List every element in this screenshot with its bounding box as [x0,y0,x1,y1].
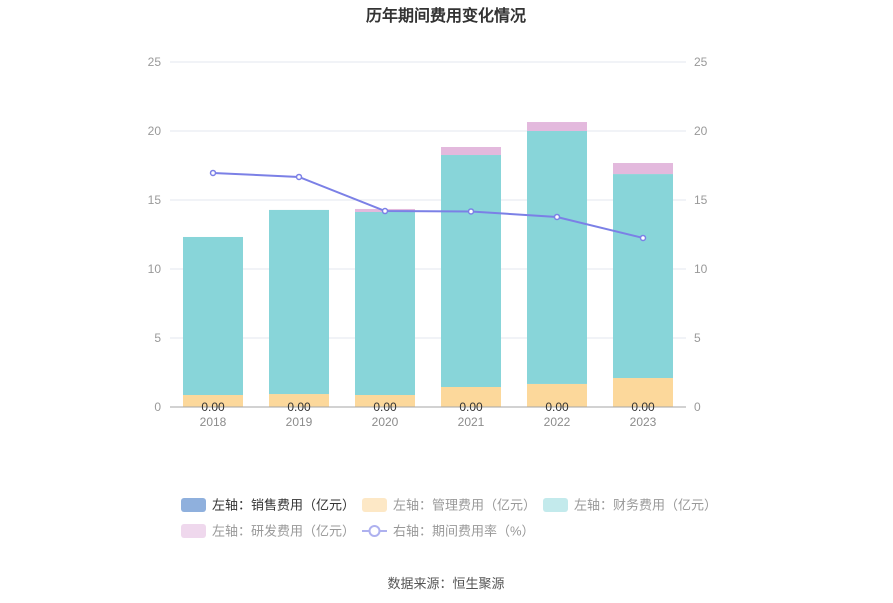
data-label: 0.00 [201,400,225,414]
y-right-tick-label: 25 [694,55,708,69]
legend-label-admin-expense: 左轴：管理费用（亿元） [393,498,536,513]
y-left-tick-label: 10 [148,262,162,276]
line-point [209,169,217,177]
y-left-tick-label: 25 [148,55,162,69]
data-label: 0.00 [631,400,655,414]
legend-item-finance-expense[interactable]: 左轴：财务费用（亿元） [543,498,717,513]
legend-item-sales-expense[interactable]: 左轴：销售费用（亿元） [181,498,355,513]
expense-ratio-line [209,169,647,242]
legend-swatch-finance-expense [543,498,568,512]
data-labels: 0.00 0.00 0.00 0.00 0.00 0.00 [201,400,655,414]
bar-segment [441,386,501,407]
data-label: 0.00 [545,400,569,414]
line-point [467,208,475,215]
legend: 左轴：销售费用（亿元） 左轴：管理费用（亿元） 左轴：财务费用（亿元） 左轴：研… [181,498,717,539]
legend-item-expense-ratio[interactable]: 右轴：期间费用率（%） [362,524,535,539]
legend-swatch-sales-expense [181,498,206,512]
x-tick-label: 2020 [372,415,399,429]
bar-segment [183,394,243,407]
bar-segment [527,383,587,407]
bar-segment [269,394,329,407]
legend-marker-expense-ratio [368,525,381,537]
series-line [212,171,644,239]
legend-label-sales-expense: 左轴：销售费用（亿元） [212,498,355,513]
x-tick-label: 2023 [630,415,657,429]
y-right-tick-label: 0 [694,400,701,414]
legend-label-finance-expense: 左轴：财务费用（亿元） [574,498,717,513]
bar-segment [441,147,501,156]
x-tick-label: 2021 [458,415,485,429]
data-label: 0.00 [287,400,311,414]
data-source: 数据来源：恒生聚源 [387,576,504,591]
bar-segment [613,163,673,175]
y-right-tick-label: 10 [694,262,708,276]
grid-lines [170,61,686,339]
y-left-tick-label: 0 [154,400,161,414]
legend-item-rd-expense[interactable]: 左轴：研发费用（亿元） [181,524,355,539]
bar-segment [527,131,587,384]
data-label: 0.00 [459,400,483,414]
x-tick-label: 2018 [200,415,227,429]
bar-segment [613,174,673,379]
bars [183,122,673,407]
legend-swatch-admin-expense [362,498,387,512]
line-point [553,213,561,221]
data-label: 0.00 [373,400,397,414]
y-right-tick-label: 20 [694,124,708,138]
legend-label-expense-ratio: 右轴：期间费用率（%） [393,524,535,539]
bar-segment [355,212,415,395]
y-left-tick-label: 15 [148,193,162,207]
legend-item-admin-expense[interactable]: 左轴：管理费用（亿元） [362,498,536,513]
line-point [295,173,303,181]
axis-tick-labels: 0 5 10 15 20 25 0 5 10 15 20 25 2018 2019 2020 2021 2022… [148,55,708,429]
legend-label-rd-expense: 左轴：研发费用（亿元） [212,524,355,539]
bar-segment [441,155,501,387]
y-right-tick-label: 5 [694,331,701,345]
line-point [639,234,647,242]
x-tick-label: 2022 [544,415,571,429]
bar-segment [183,236,243,395]
y-right-tick-label: 15 [694,193,708,207]
x-tick-label: 2019 [286,415,313,429]
y-left-tick-label: 5 [154,331,161,345]
line-point [381,207,389,215]
y-left-tick-label: 20 [148,124,162,138]
bar-segment [527,122,587,131]
bar-segment [355,394,415,407]
bar-segment [269,209,329,395]
bar-segment [613,378,673,407]
chart-title: 历年期间费用变化情况 [366,6,526,25]
legend-swatch-rd-expense [181,524,206,538]
